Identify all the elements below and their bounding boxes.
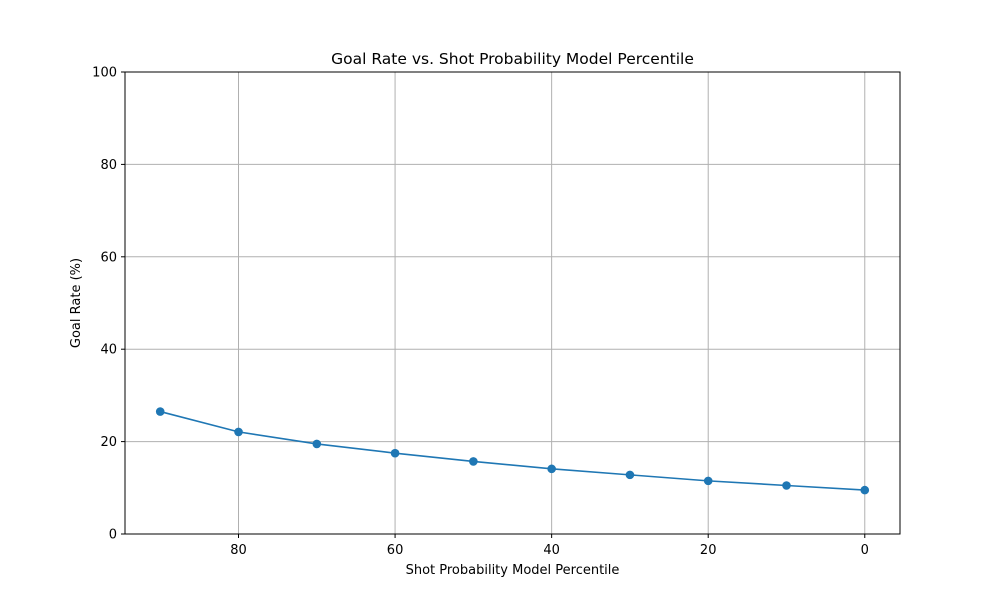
y-tick-label: 80: [100, 158, 117, 173]
data-point: [312, 439, 322, 449]
y-tick-label: 60: [100, 250, 117, 265]
data-point: [703, 476, 713, 486]
y-tick-label: 20: [100, 435, 117, 450]
data-point: [155, 407, 165, 416]
x-axis-label: Shot Probability Model Percentile: [406, 563, 620, 578]
axis-ticks: 80 60 40 20 0 0 20 40 60 80 100: [92, 66, 869, 559]
data-point: [547, 464, 556, 474]
data-point: [234, 427, 243, 437]
data-point: [469, 457, 478, 466]
data-point: [782, 481, 791, 490]
data-point: [860, 485, 870, 495]
x-tick-label: 80: [230, 543, 247, 558]
x-tick-label: 60: [387, 543, 404, 558]
data-point: [625, 470, 635, 480]
axes-frame: [124, 71, 901, 535]
chart-title: Goal Rate vs. Shot Probability Model Per…: [331, 50, 694, 68]
y-tick-label: 40: [100, 343, 117, 358]
y-axis-label: Goal Rate (%): [69, 258, 84, 348]
y-tick-label: 100: [92, 66, 117, 81]
x-tick-label: 40: [543, 543, 560, 558]
x-tick-label: 0: [861, 543, 869, 558]
data-point: [390, 448, 400, 458]
series-goal-rate: [155, 407, 870, 495]
y-tick-label: 0: [109, 528, 117, 543]
series-line: [160, 410, 865, 491]
x-tick-label: 20: [700, 543, 717, 558]
